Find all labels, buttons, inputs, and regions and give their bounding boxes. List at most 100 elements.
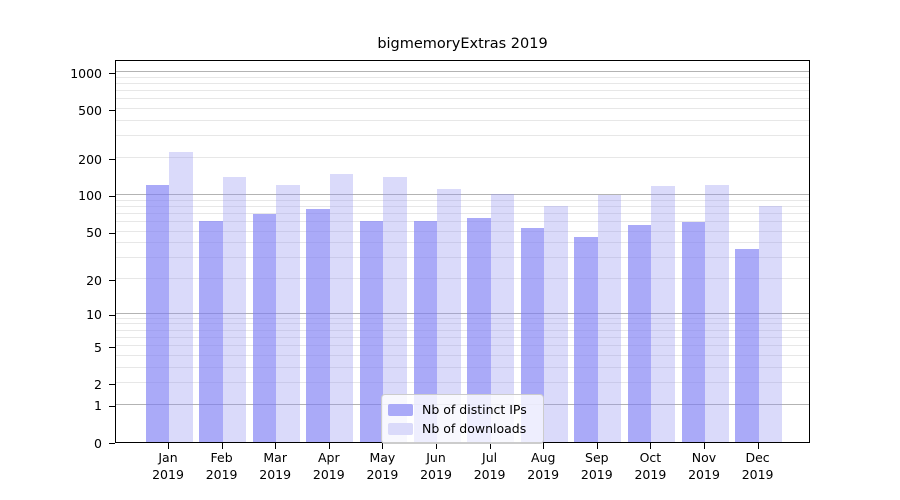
y-tick-label-100: 100 — [78, 188, 102, 204]
minor-gridline-80 — [116, 205, 809, 207]
minor-gridline-40 — [116, 242, 809, 244]
bar-distinct-ips-jun — [413, 221, 437, 442]
bar-distinct-ips-may — [359, 221, 384, 442]
bar-downloads-apr — [329, 174, 354, 442]
y-axis-tick-0 — [109, 443, 115, 444]
legend-swatch-downloads — [388, 422, 413, 435]
bar-distinct-ips-sep — [574, 237, 598, 442]
x-axis-tick-feb — [221, 443, 223, 449]
y-tick-label-1: 1 — [94, 398, 102, 414]
minor-gridline-900 — [116, 76, 809, 78]
bar-distinct-ips-apr — [306, 208, 330, 442]
major-gridline-10 — [116, 312, 809, 314]
bar-downloads-sep — [597, 194, 622, 442]
minor-gridline-700 — [116, 90, 809, 92]
x-axis-tick-aug — [543, 443, 545, 449]
minor-gridline-2 — [116, 382, 809, 384]
y-axis-tick-50 — [109, 232, 115, 234]
bar-distinct-ips-oct — [627, 224, 652, 442]
bar-distinct-ips-aug — [520, 228, 545, 442]
x-tick-label-feb: Feb 2019 — [205, 450, 238, 482]
bar-downloads-oct — [651, 186, 675, 442]
bar-downloads-feb — [222, 177, 247, 442]
bar-downloads-mar — [276, 185, 300, 442]
minor-gridline-20 — [116, 278, 809, 279]
y-tick-label-1000: 1000 — [70, 65, 102, 81]
bar-downloads-dec — [758, 206, 783, 442]
bar-distinct-ips-feb — [199, 221, 223, 442]
legend-swatch-distinct-ips — [388, 403, 413, 416]
minor-gridline-400 — [116, 120, 809, 121]
minor-gridline-9 — [116, 317, 809, 319]
x-axis-tick-dec — [757, 443, 759, 449]
bar-downloads-aug — [544, 206, 568, 442]
y-axis-tick-2 — [109, 384, 115, 386]
legend: Nb of distinct IPs Nb of downloads — [381, 394, 544, 444]
plot-area: Nb of distinct IPs Nb of downloads — [115, 60, 810, 444]
chart-title: bigmemoryExtras 2019 — [377, 36, 548, 52]
y-tick-label-200: 200 — [78, 151, 102, 167]
x-axis-tick-jul — [489, 443, 491, 449]
minor-gridline-7 — [116, 329, 809, 331]
y-axis-tick-5 — [109, 347, 115, 349]
bar-distinct-ips-jul — [467, 217, 491, 442]
bar-downloads-jun — [437, 188, 461, 442]
y-tick-label-10: 10 — [86, 307, 102, 323]
y-axis-tick-20 — [109, 280, 115, 281]
minor-gridline-200 — [116, 157, 809, 158]
minor-gridline-90 — [116, 199, 809, 201]
x-tick-label-may: May 2019 — [366, 450, 399, 482]
legend-label-downloads: Nb of downloads — [422, 421, 527, 436]
x-tick-label-sep: Sep 2019 — [580, 450, 613, 482]
x-tick-label-apr: Apr 2019 — [312, 450, 345, 482]
bar-downloads-may — [383, 177, 407, 442]
y-axis-tick-1000 — [109, 73, 115, 74]
x-axis-tick-mar — [275, 443, 277, 449]
minor-gridline-5 — [116, 345, 809, 347]
x-tick-label-dec: Dec 2019 — [741, 450, 774, 482]
y-axis-tick-100 — [109, 195, 115, 197]
bar-distinct-ips-nov — [681, 221, 705, 442]
y-tick-label-20: 20 — [86, 272, 102, 288]
minor-gridline-60 — [116, 220, 809, 222]
minor-gridline-500 — [116, 108, 809, 110]
x-axis-tick-jun — [436, 443, 437, 449]
x-tick-label-oct: Oct 2019 — [634, 450, 667, 482]
bar-downloads-jan — [169, 151, 193, 442]
minor-gridline-8 — [116, 323, 809, 325]
minor-gridline-70 — [116, 212, 809, 214]
x-tick-label-mar: Mar 2019 — [259, 450, 292, 482]
y-tick-label-0: 0 — [94, 435, 102, 451]
minor-gridline-300 — [116, 135, 809, 137]
major-gridline-1000 — [116, 71, 809, 72]
x-tick-label-jan: Jan 2019 — [152, 450, 184, 482]
minor-gridline-3 — [116, 366, 809, 368]
minor-gridline-600 — [116, 98, 809, 100]
y-axis-tick-500 — [109, 110, 115, 112]
minor-gridline-4 — [116, 354, 809, 356]
x-axis-tick-oct — [650, 443, 652, 449]
y-tick-label-5: 5 — [94, 339, 102, 355]
minor-gridline-50 — [116, 230, 809, 232]
x-axis-tick-nov — [704, 443, 705, 449]
y-axis-tick-10 — [109, 314, 115, 316]
x-axis-tick-apr — [328, 443, 330, 449]
y-axis-tick-200 — [109, 159, 115, 160]
minor-gridline-6 — [116, 336, 809, 338]
bar-downloads-nov — [705, 185, 729, 442]
y-tick-label-500: 500 — [78, 102, 102, 118]
legend-label-distinct-ips: Nb of distinct IPs — [422, 402, 527, 417]
x-axis-tick-jan — [168, 443, 169, 449]
x-tick-label-aug: Aug 2019 — [527, 450, 560, 482]
x-tick-label-jul: Jul 2019 — [473, 450, 506, 482]
bar-distinct-ips-mar — [252, 213, 277, 442]
legend-item-downloads: Nb of downloads — [388, 419, 535, 438]
legend-item-distinct-ips: Nb of distinct IPs — [388, 400, 535, 419]
minor-gridline-30 — [116, 257, 809, 259]
bar-distinct-ips-jan — [145, 185, 169, 442]
x-tick-label-jun: Jun 2019 — [420, 450, 452, 482]
x-axis-tick-sep — [596, 443, 598, 449]
minor-gridline-800 — [116, 83, 809, 84]
y-tick-label-50: 50 — [86, 225, 102, 240]
